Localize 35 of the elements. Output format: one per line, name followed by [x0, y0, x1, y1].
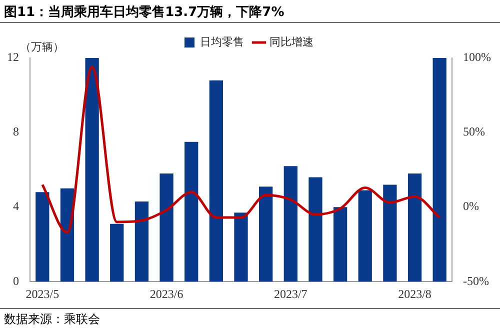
bar [333, 207, 348, 282]
bar [308, 177, 322, 282]
bar [184, 142, 198, 282]
x-tick-label: 2023/6 [150, 286, 184, 301]
y2-tick-label: 50% [463, 124, 486, 139]
line-series [41, 66, 441, 234]
bar [110, 224, 124, 282]
y-tick-label: 0 [13, 274, 19, 288]
bar [160, 174, 174, 282]
bar [408, 174, 422, 282]
x-tick-label: 2023/7 [274, 286, 308, 301]
y-axis-title: （万辆） [20, 40, 64, 54]
x-tick-label: 2023/5 [26, 286, 60, 301]
bar [432, 58, 446, 282]
source-note: 数据来源：乘联会 [0, 308, 500, 330]
x-tick-label: 2023/8 [398, 286, 432, 301]
bar [284, 166, 298, 282]
y2-tick-label: 100% [463, 50, 492, 64]
legend-label: 日均零售 [200, 35, 244, 48]
y-tick-label: 12 [7, 50, 19, 64]
bar [383, 184, 397, 282]
chart-title: 图11：当周乘用车日均零售13.7万辆，下降7% [0, 0, 500, 23]
bar [209, 80, 224, 282]
y-tick-label: 4 [13, 199, 19, 214]
bar [36, 192, 50, 282]
y2-tick-label: 0% [463, 199, 480, 214]
legend-label: 同比增速 [270, 35, 314, 48]
bar [60, 188, 74, 282]
bar [85, 58, 99, 282]
bar [234, 212, 248, 282]
bar [134, 201, 149, 282]
bar [259, 186, 273, 282]
bar [358, 190, 372, 282]
y-tick-label: 8 [13, 124, 19, 139]
y2-tick-label: -50% [463, 274, 490, 288]
